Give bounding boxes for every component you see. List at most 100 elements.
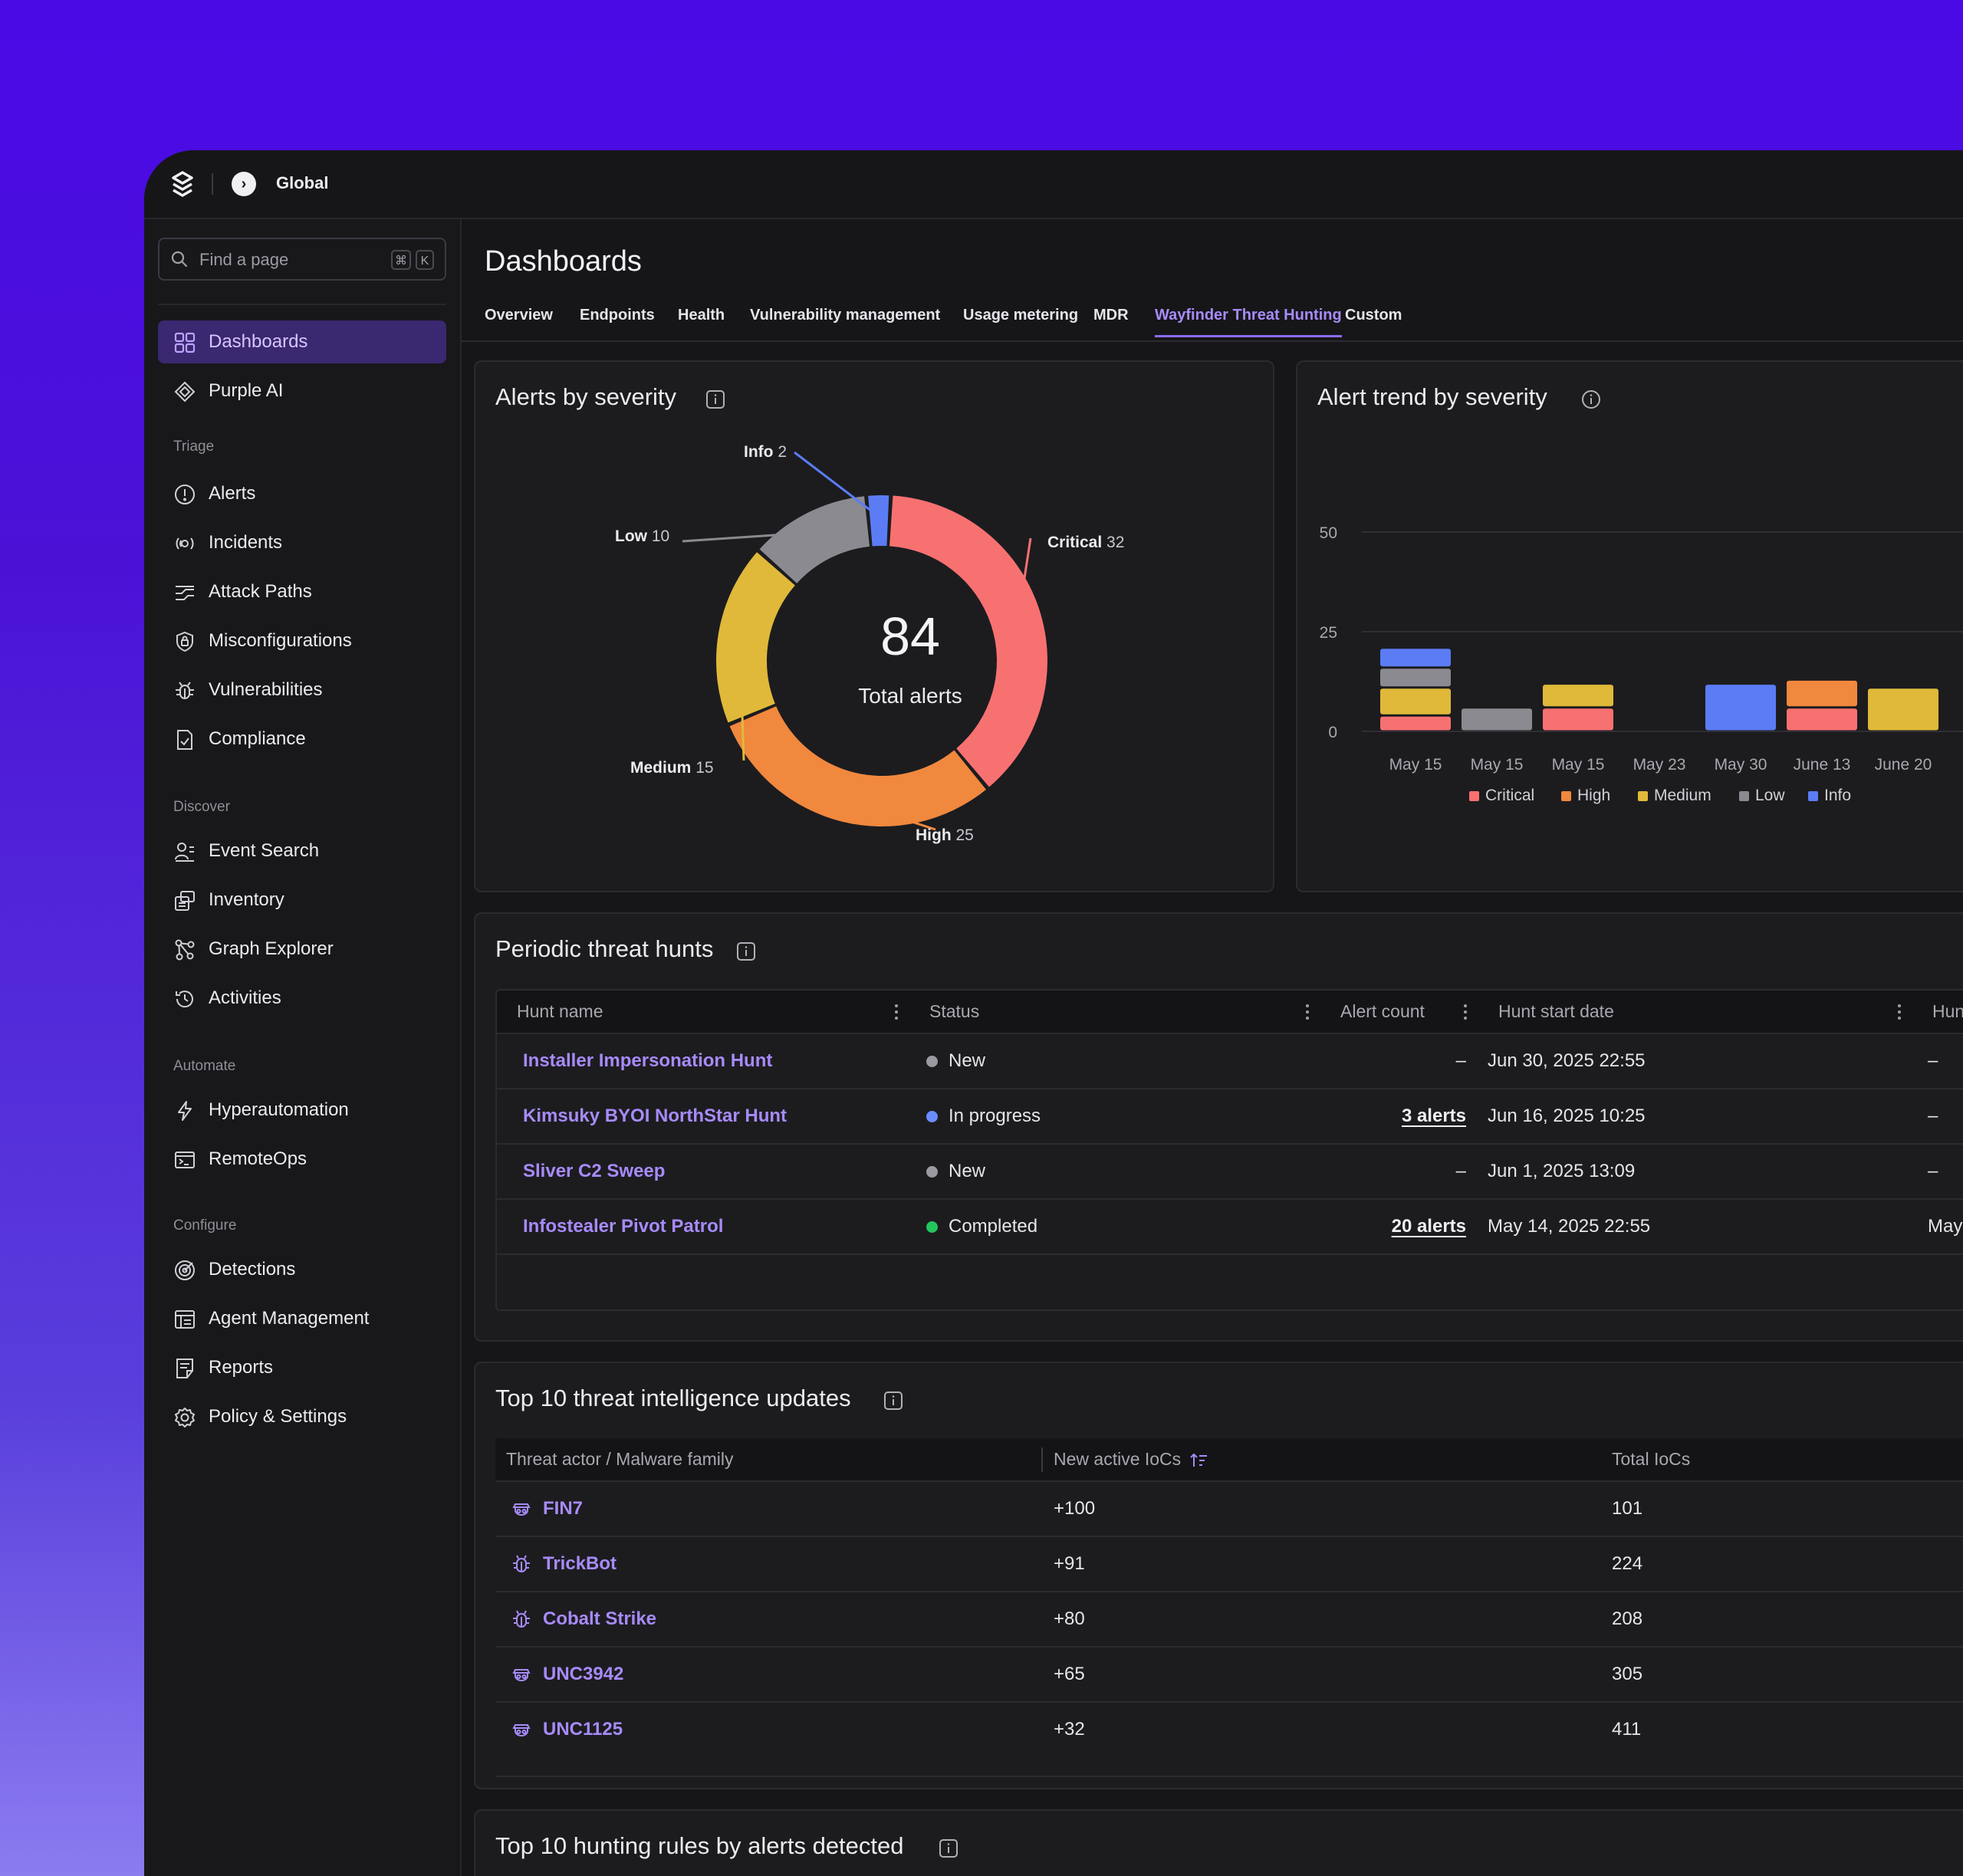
sidebar-item-attack-paths[interactable]: Attack Paths (158, 570, 446, 613)
sort-icon[interactable] (1190, 1452, 1208, 1469)
column-menu-icon[interactable] (1305, 1003, 1310, 1021)
logo-icon[interactable] (167, 169, 198, 199)
column-header-threat-actor[interactable]: Threat actor / Malware family (495, 1438, 1043, 1481)
history-icon (176, 991, 193, 1008)
legend-item-medium[interactable]: Medium (1638, 787, 1711, 805)
table-row[interactable]: Cobalt Strike +80 208 (495, 1591, 1963, 1647)
info-icon[interactable] (736, 941, 756, 961)
table-row[interactable]: TrickBot +91 224 (495, 1536, 1963, 1592)
legend-item-low[interactable]: Low (1739, 787, 1785, 805)
tab-endpoints[interactable]: Endpoints (580, 307, 655, 324)
donut-slice-medium[interactable] (716, 552, 795, 723)
column-header-hunt-name[interactable]: Hunt name (497, 991, 909, 1033)
column-menu-icon[interactable] (1897, 1003, 1902, 1021)
x-tick-label: June 13 (1794, 756, 1851, 774)
bar-segment-critical[interactable] (1787, 708, 1857, 731)
sidebar-item-compliance[interactable]: Compliance (158, 718, 446, 761)
legend-item-info[interactable]: Info (1808, 787, 1851, 805)
tab-custom[interactable]: Custom (1345, 307, 1402, 324)
sidebar-item-vulnerabilities[interactable]: Vulnerabilities (158, 669, 446, 711)
sidebar-item-event-search[interactable]: Event Search (158, 830, 446, 872)
alert-count-link[interactable]: 20 alerts (1391, 1216, 1466, 1237)
hunt-name-link[interactable]: Sliver C2 Sweep (523, 1161, 666, 1181)
hunt-name-link[interactable]: Infostealer Pivot Patrol (523, 1216, 724, 1237)
column-header-hunt[interactable]: Hunt (1912, 991, 1963, 1033)
page-search[interactable]: ⌘ K (158, 238, 446, 281)
table-row[interactable]: UNC1125 +32 411 (495, 1701, 1963, 1756)
hunt-name-link[interactable]: Kimsuky BYOI NorthStar Hunt (523, 1106, 788, 1126)
top-bar: › Global (144, 150, 1963, 219)
legend-item-critical[interactable]: Critical (1469, 787, 1534, 805)
threat-name-link[interactable]: UNC1125 (543, 1718, 623, 1740)
sidebar-item-incidents[interactable]: Incidents (158, 521, 446, 564)
sidebar-item-policy-settings[interactable]: Policy & Settings (158, 1395, 446, 1438)
bar-segment-medium[interactable] (1868, 688, 1938, 731)
column-header-hunt-start-date[interactable]: Hunt start date (1478, 991, 1912, 1033)
column-header-label: Hunt name (517, 1001, 603, 1021)
table-row[interactable]: Sliver C2 Sweep New – Jun 1, 2025 13:09 … (497, 1143, 1963, 1199)
sidebar-item-remoteops[interactable]: RemoteOps (158, 1138, 446, 1181)
threat-name-link[interactable]: FIN7 (543, 1497, 584, 1519)
table-row[interactable]: Kimsuky BYOI NorthStar Hunt In progress … (497, 1088, 1963, 1144)
threat-name-link[interactable]: Cobalt Strike (543, 1608, 657, 1629)
alert-count-link[interactable]: 3 alerts (1401, 1106, 1466, 1126)
sidebar-item-inventory[interactable]: Inventory (158, 879, 446, 922)
sidebar-item-label: Reports (209, 1357, 274, 1378)
tab-vulnerability-management[interactable]: Vulnerability management (750, 307, 941, 324)
bar-segment-critical[interactable] (1380, 716, 1451, 731)
search-input[interactable] (198, 245, 377, 274)
scope-chevron-icon[interactable]: › (232, 172, 256, 196)
column-menu-icon[interactable] (1463, 1003, 1468, 1021)
table-row[interactable]: UNC3942 +65 305 (495, 1646, 1963, 1702)
donut-slice-critical[interactable] (889, 495, 1047, 787)
bar-segment-medium[interactable] (1380, 688, 1451, 715)
info-icon[interactable] (1581, 389, 1601, 409)
column-header-status[interactable]: Status (909, 991, 1320, 1033)
legend-label: Info (1824, 787, 1852, 804)
info-icon[interactable] (939, 1838, 958, 1858)
donut-slice-high[interactable] (729, 706, 986, 826)
sidebar-item-detections[interactable]: Detections (158, 1248, 446, 1291)
column-header-new-iocs[interactable]: New active IoCs (1043, 1438, 1598, 1481)
card-title: Alert trend by severity (1317, 383, 1547, 410)
bar-segment-info[interactable] (1380, 649, 1451, 667)
donut-slice-low[interactable] (759, 496, 870, 583)
tab-health[interactable]: Health (678, 307, 725, 324)
scope-label[interactable]: Global (276, 173, 329, 192)
bar-segment-info[interactable] (1705, 685, 1776, 731)
column-header-alert-count[interactable]: Alert count (1320, 991, 1478, 1033)
sidebar-item-graph-explorer[interactable]: Graph Explorer (158, 928, 446, 971)
bar-segment-critical[interactable] (1543, 708, 1613, 731)
threat-name-link[interactable]: UNC3942 (543, 1663, 624, 1684)
table-row[interactable]: Infostealer Pivot Patrol Completed 20 al… (497, 1198, 1963, 1254)
bar-segment-medium[interactable] (1543, 685, 1613, 707)
sidebar-divider (158, 304, 446, 305)
donut-slice-info[interactable] (868, 495, 889, 547)
bar-segment-low[interactable] (1380, 669, 1451, 687)
legend-item-high[interactable]: High (1561, 787, 1610, 805)
sidebar-item-purple-ai[interactable]: Purple AI (158, 370, 446, 412)
report-icon (176, 1359, 193, 1378)
tab-usage-metering[interactable]: Usage metering (963, 307, 1079, 324)
sidebar-item-agent-management[interactable]: Agent Management (158, 1297, 446, 1340)
sidebar-item-hyperautomation[interactable]: Hyperautomation (158, 1089, 446, 1132)
bar-segment-low[interactable] (1462, 708, 1532, 731)
tab-wayfinder-threat-hunting[interactable]: Wayfinder Threat Hunting (1155, 307, 1342, 337)
sidebar-item-misconfigurations[interactable]: Misconfigurations (158, 619, 446, 662)
sidebar-item-reports[interactable]: Reports (158, 1346, 446, 1389)
donut-label-value: 10 (651, 527, 670, 545)
sidebar-item-dashboards[interactable]: Dashboards (158, 320, 446, 363)
sidebar-item-activities[interactable]: Activities (158, 977, 446, 1020)
table-row[interactable]: FIN7 +100 101 (495, 1480, 1963, 1536)
info-icon[interactable] (705, 389, 725, 409)
tab-overview[interactable]: Overview (485, 307, 553, 324)
table-row[interactable]: Installer Impersonation Hunt New – Jun 3… (497, 1033, 1963, 1089)
column-header-total-iocs[interactable]: Total IoCs (1598, 1438, 1963, 1481)
info-icon[interactable] (883, 1391, 903, 1411)
hunt-name-link[interactable]: Installer Impersonation Hunt (523, 1050, 773, 1071)
tab-mdr[interactable]: MDR (1093, 307, 1129, 324)
sidebar-item-alerts[interactable]: Alerts (158, 472, 446, 515)
threat-name-link[interactable]: TrickBot (543, 1552, 617, 1574)
bar-segment-high[interactable] (1787, 680, 1857, 707)
column-menu-icon[interactable] (894, 1003, 899, 1021)
